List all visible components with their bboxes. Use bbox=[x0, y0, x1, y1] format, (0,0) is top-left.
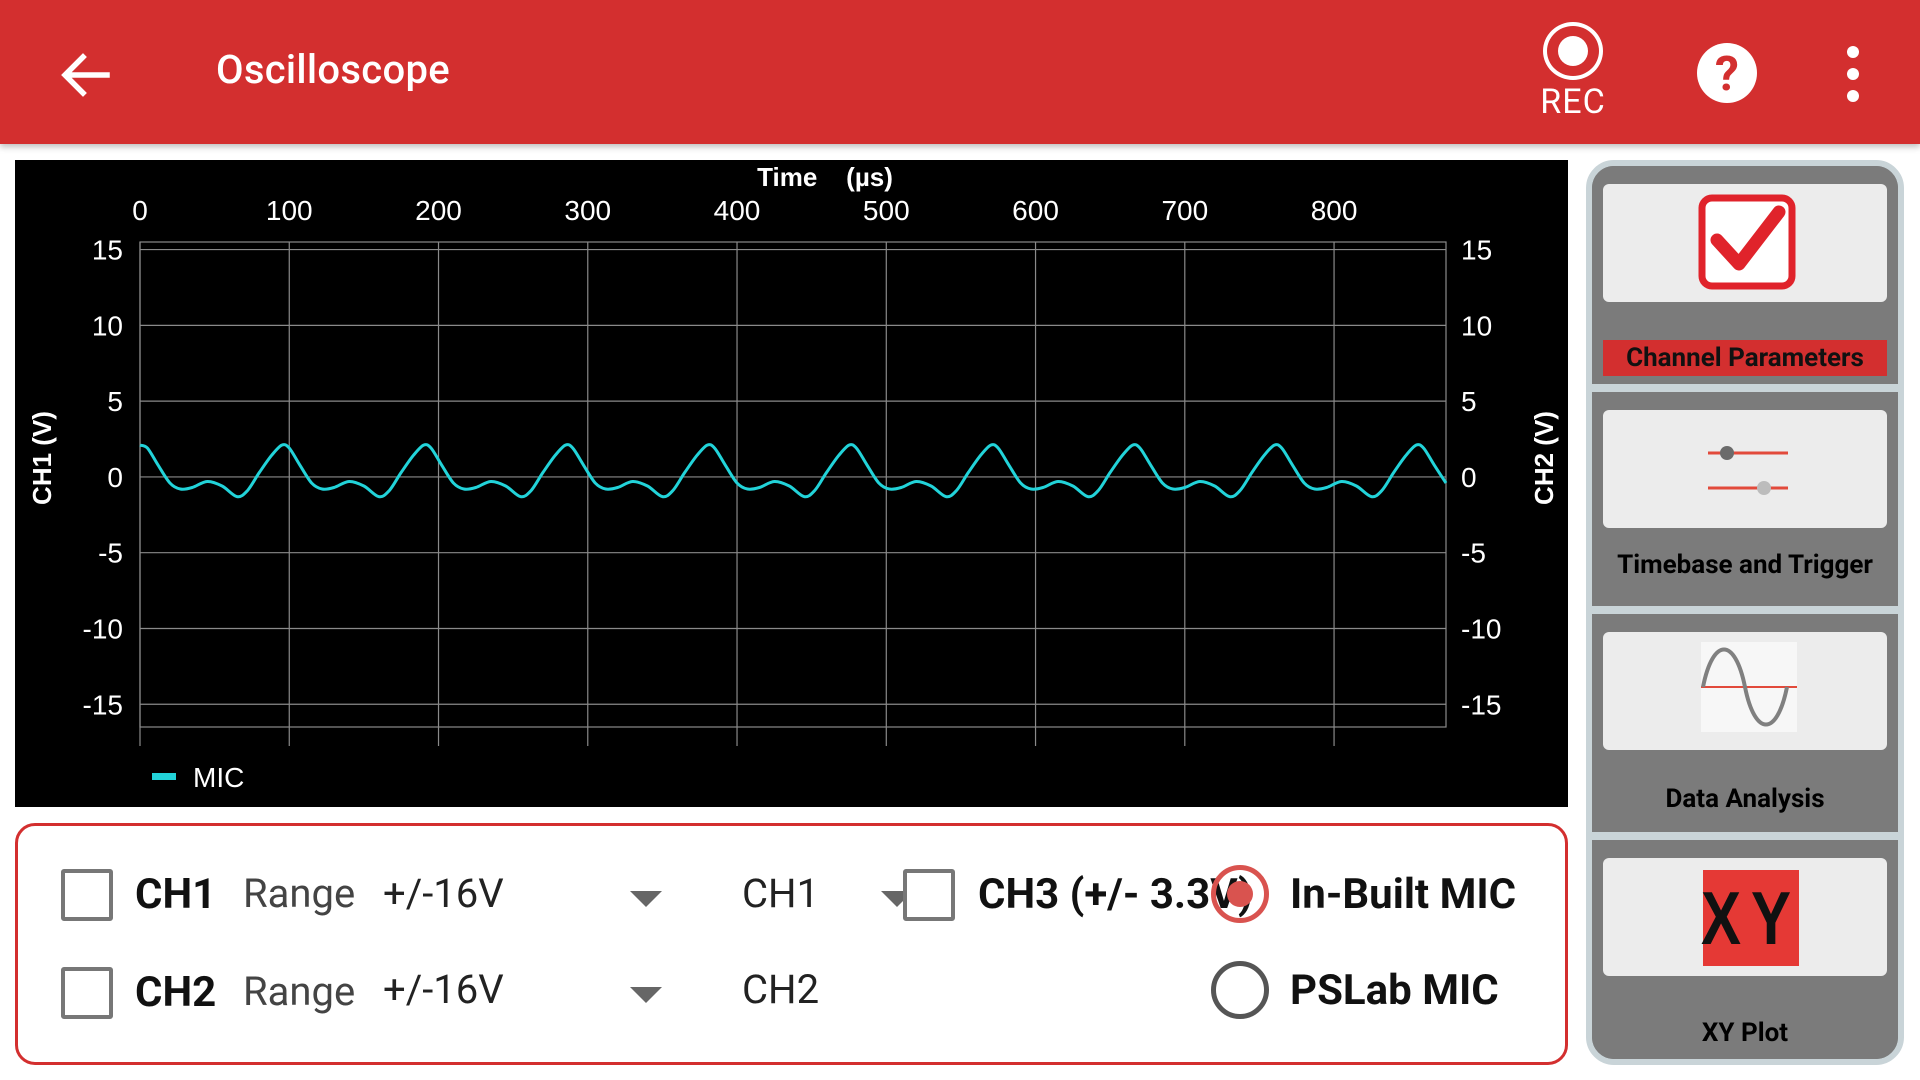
more-options-button[interactable] bbox=[1840, 46, 1866, 102]
x-tick-label: 300 bbox=[564, 195, 611, 226]
ch1-range-dropdown-icon[interactable] bbox=[630, 891, 662, 907]
x-axis-label: Time (µs) bbox=[757, 162, 893, 192]
sine-wave-icon bbox=[1701, 642, 1797, 732]
pslab-mic-label: PSLab MIC bbox=[1290, 966, 1499, 1015]
x-tick-label: 700 bbox=[1161, 195, 1208, 226]
x-tick-label: 500 bbox=[863, 195, 910, 226]
x-tick-label: 600 bbox=[1012, 195, 1059, 226]
ch3-checkbox[interactable] bbox=[903, 869, 955, 921]
side-item-xy-plot[interactable]: XY XY Plot bbox=[1592, 840, 1898, 1059]
help-button[interactable]: ? bbox=[1697, 43, 1757, 103]
ch3-label: CH3 (+/- 3.3V) bbox=[978, 870, 1253, 919]
x-tick-label: 100 bbox=[266, 195, 313, 226]
oscilloscope-plot[interactable]: 0 100 200 300 400 500 600 700 800 15 10 5 0 -5 -10 -15… bbox=[15, 160, 1568, 807]
y-tick-label-right: 0 bbox=[1461, 462, 1477, 493]
side-item-label: Channel Parameters bbox=[1603, 340, 1887, 376]
side-panel: Channel Parameters Timebase and Trigger … bbox=[1586, 160, 1904, 1065]
side-item-label: Timebase and Trigger bbox=[1617, 550, 1873, 580]
help-circle-icon: ? bbox=[1715, 44, 1739, 102]
y-tick-label-left: -10 bbox=[83, 613, 123, 644]
plot-frame bbox=[139, 241, 1447, 728]
y-tick-label-right: -5 bbox=[1461, 538, 1486, 569]
side-item-channel-parameters[interactable]: Channel Parameters bbox=[1592, 166, 1898, 384]
y-axis-label-left: CH1 (V) bbox=[27, 411, 57, 505]
y-tick-label-left: 0 bbox=[107, 462, 123, 493]
page-title: Oscilloscope bbox=[216, 46, 450, 93]
x-tick-label: 200 bbox=[415, 195, 462, 226]
record-label: REC bbox=[1540, 82, 1606, 122]
record-icon bbox=[1543, 22, 1603, 80]
ch1-checkbox[interactable] bbox=[61, 869, 113, 921]
x-tick-label: 400 bbox=[714, 195, 761, 226]
ch2-map-value[interactable]: CH2 bbox=[742, 966, 820, 1013]
checkbox-checked-icon bbox=[1698, 194, 1796, 290]
y-tick-label-right: 10 bbox=[1461, 310, 1492, 341]
legend-swatch-mic bbox=[152, 773, 176, 780]
app-bar: Oscilloscope REC ? bbox=[0, 0, 1920, 144]
pslab-mic-radio[interactable] bbox=[1211, 961, 1269, 1019]
side-item-label: Data Analysis bbox=[1665, 784, 1825, 814]
y-tick-label-left: -15 bbox=[83, 689, 123, 720]
inbuilt-mic-label: In-Built MIC bbox=[1290, 870, 1517, 919]
ch2-label: CH2 bbox=[135, 968, 217, 1017]
y-tick-label-left: 5 bbox=[107, 386, 123, 417]
y-tick-label-left: -5 bbox=[98, 538, 123, 569]
ch2-checkbox[interactable] bbox=[61, 967, 113, 1019]
legend-label-mic: MIC bbox=[193, 762, 244, 793]
x-tick-label: 800 bbox=[1311, 195, 1358, 226]
y-tick-label-right: -10 bbox=[1461, 613, 1501, 644]
y-tick-label-right: 5 bbox=[1461, 386, 1477, 417]
x-tick-label: 0 bbox=[132, 195, 148, 226]
chart-svg: 0 100 200 300 400 500 600 700 800 151050-5-10-15… bbox=[27, 162, 1559, 793]
side-item-data-analysis[interactable]: Data Analysis bbox=[1592, 614, 1898, 832]
y-tick-label-right: -15 bbox=[1461, 689, 1501, 720]
y-axis-label-right: CH2 (V) bbox=[1529, 411, 1559, 505]
xy-icon: XY bbox=[1700, 870, 1802, 966]
arrow-left-icon bbox=[61, 53, 110, 97]
ch2-range-label: Range bbox=[243, 968, 356, 1015]
more-vertical-icon bbox=[1847, 46, 1859, 58]
back-button[interactable] bbox=[50, 40, 120, 110]
y-tick-label-right: 15 bbox=[1461, 235, 1492, 266]
ch1-range-label: Range bbox=[243, 870, 356, 917]
y-tick-label-left: 10 bbox=[92, 310, 123, 341]
ch1-map-value[interactable]: CH1 bbox=[742, 870, 820, 917]
side-item-label: XY Plot bbox=[1701, 1018, 1789, 1048]
channel-controls-panel: CH1 Range +/-16V CH1 CH3 (+/- 3.3V) In-B… bbox=[15, 823, 1568, 1065]
ch1-range-value[interactable]: +/-16V bbox=[383, 870, 504, 917]
ch2-range-value[interactable]: +/-16V bbox=[383, 966, 504, 1013]
ch2-range-dropdown-icon[interactable] bbox=[630, 987, 662, 1003]
inbuilt-mic-radio[interactable] bbox=[1211, 865, 1269, 923]
sliders-icon bbox=[1708, 446, 1788, 495]
y-tick-label-left: 15 bbox=[92, 235, 123, 266]
record-button[interactable]: REC bbox=[1530, 22, 1616, 122]
legend: MIC bbox=[152, 762, 244, 793]
series-line-mic bbox=[139, 443, 1448, 499]
ch1-label: CH1 bbox=[135, 870, 217, 919]
side-item-timebase-trigger[interactable]: Timebase and Trigger bbox=[1592, 392, 1898, 606]
xy-icon-text: XY bbox=[1700, 876, 1802, 960]
